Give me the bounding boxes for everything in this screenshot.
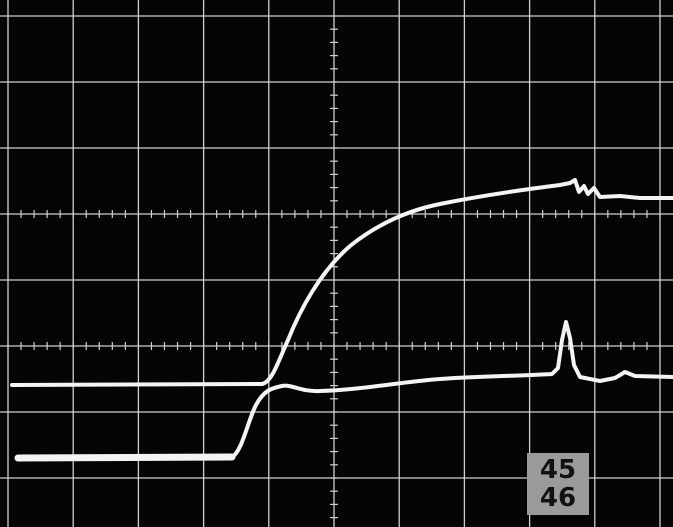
readout-top: 45 [540,455,576,485]
oscilloscope-screen: 45 46 [0,0,673,527]
screen-background [0,0,673,527]
lower-trace-base [18,457,232,458]
readout-bottom: 46 [540,483,576,513]
